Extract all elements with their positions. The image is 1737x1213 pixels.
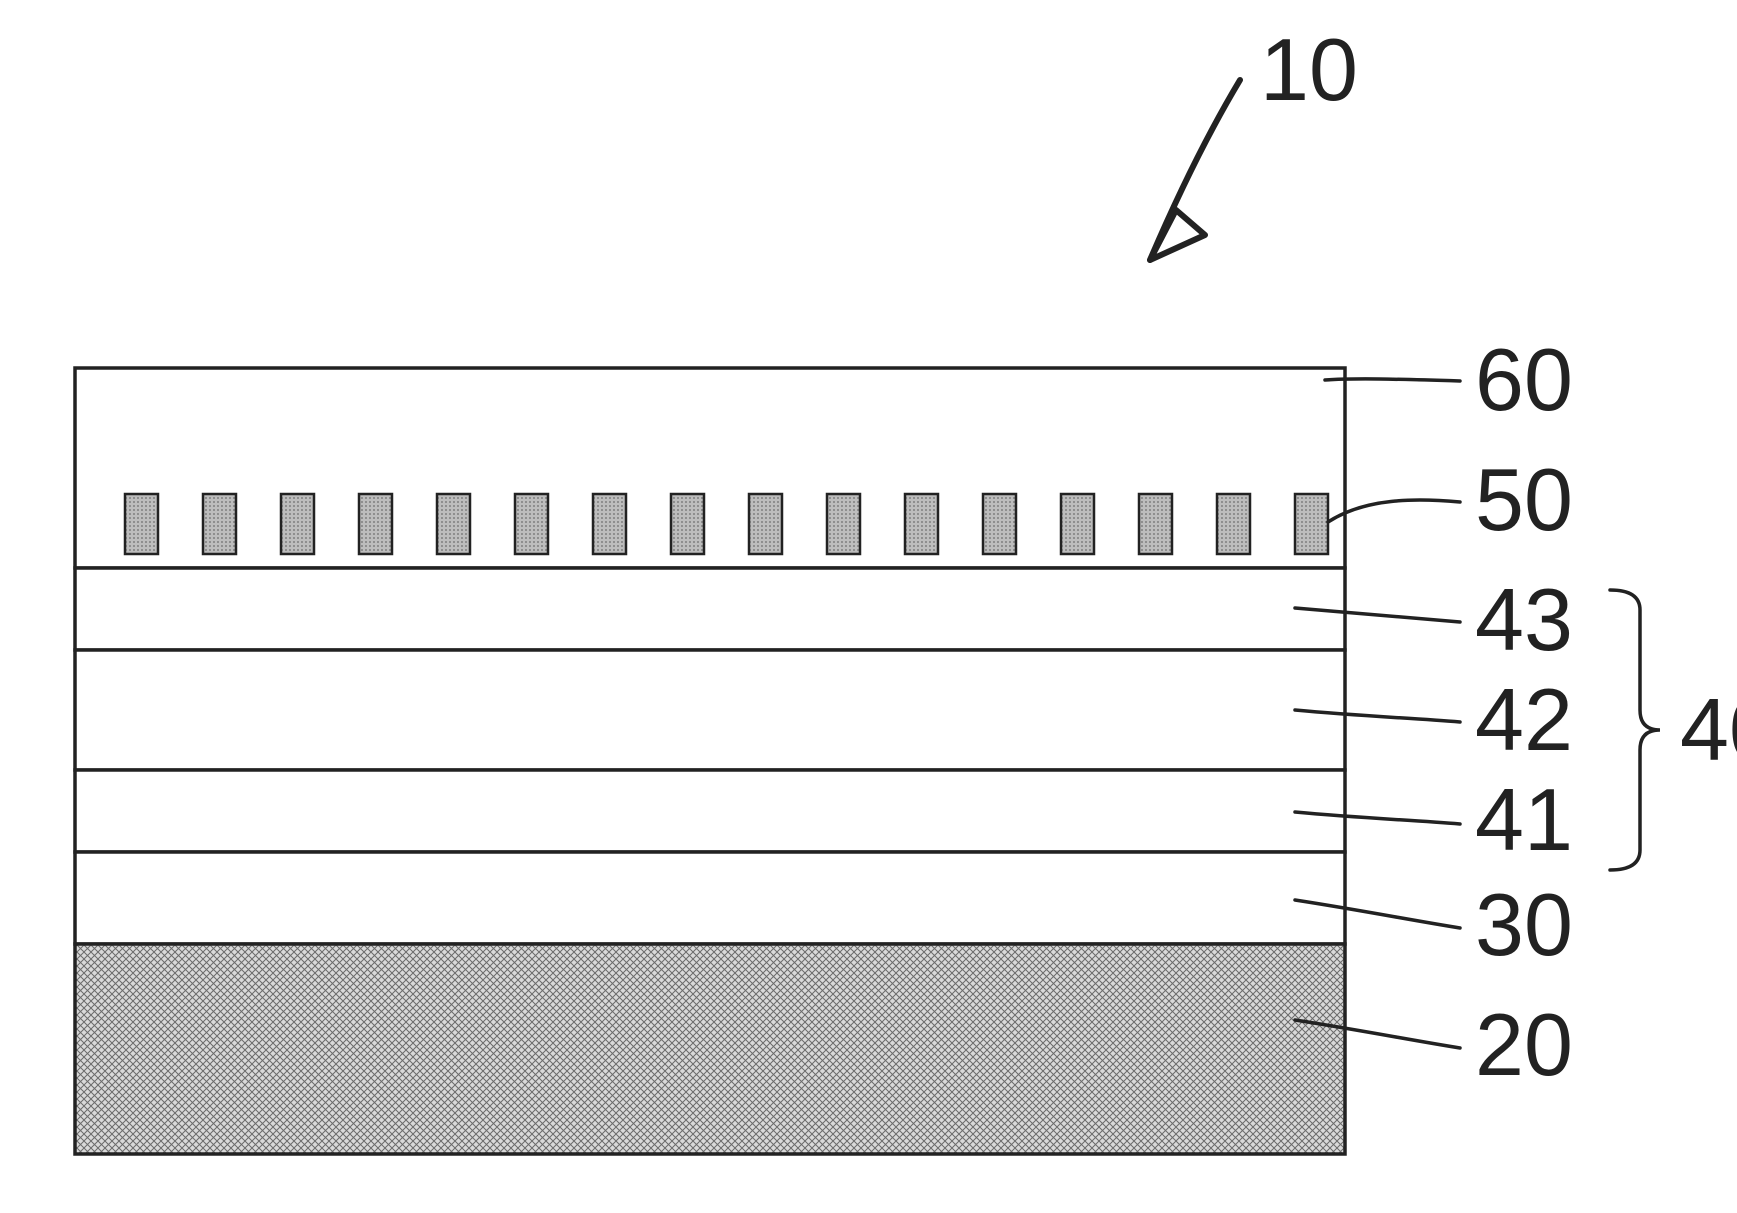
mask-tile (125, 494, 158, 554)
lbl-20: 20 (1475, 995, 1573, 1094)
lbl-30: 30 (1475, 875, 1573, 974)
mask-tile (593, 494, 626, 554)
mask-tile (1217, 494, 1250, 554)
layer-42 (75, 650, 1345, 770)
lbl-42: 42 (1475, 670, 1573, 769)
mask-tile (281, 494, 314, 554)
figure-number: 10 (1260, 20, 1358, 119)
mask-tile (983, 494, 1016, 554)
layer-43 (75, 568, 1345, 650)
mask-tile (203, 494, 236, 554)
lbl-41: 41 (1475, 770, 1573, 869)
mask-tile (437, 494, 470, 554)
mask-tile (359, 494, 392, 554)
layer-20 (75, 944, 1345, 1154)
lbl-40: 40 (1680, 680, 1737, 779)
layer-41 (75, 770, 1345, 852)
layer-stack (75, 368, 1345, 1154)
mask-tile (827, 494, 860, 554)
mask-tile (1139, 494, 1172, 554)
mask-tile (515, 494, 548, 554)
leader-lbl-60 (1325, 379, 1460, 381)
lbl-60: 60 (1475, 330, 1573, 429)
mask-tile (749, 494, 782, 554)
mask-tile (671, 494, 704, 554)
layer-30 (75, 852, 1345, 944)
mask-tile (1061, 494, 1094, 554)
mask-tile (905, 494, 938, 554)
mask-tile (1295, 494, 1328, 554)
lbl-43: 43 (1475, 570, 1573, 669)
lbl-50: 50 (1475, 450, 1573, 549)
